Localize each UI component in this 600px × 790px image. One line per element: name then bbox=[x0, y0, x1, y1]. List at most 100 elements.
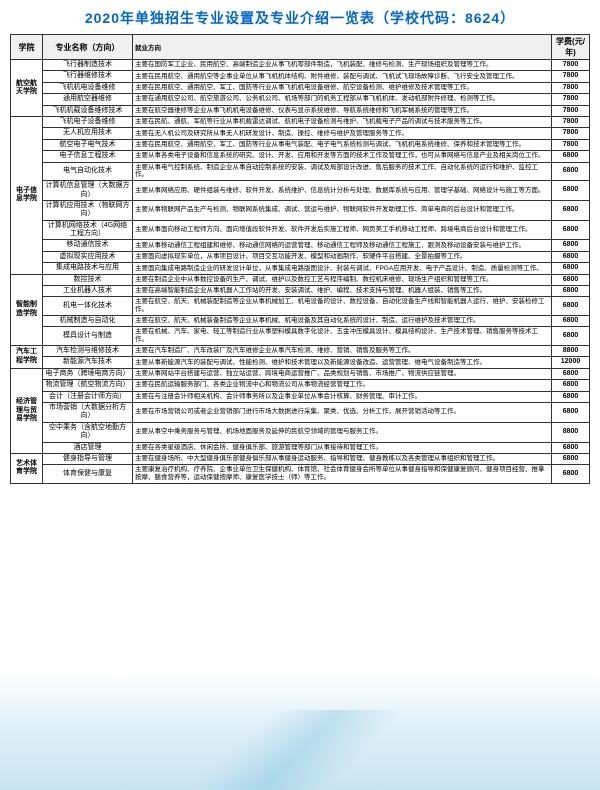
desc-cell: 主要面向虚拟现实单位，从事项目设计、项目交互功能开发、模型和动画制作、软硬件平台… bbox=[133, 251, 552, 262]
header-desc: 就业方向 bbox=[133, 35, 552, 60]
fee-cell: 12000 bbox=[552, 357, 590, 368]
table-row: 计算机应用技术（物联网方向）主要从事物联网产品生产与检测、物联网系统集成、调试、… bbox=[11, 200, 590, 220]
desc-cell: 主要从事新能源汽车的装配与调试、性能检测、维护和技术管理以及新能源设备改造、运营… bbox=[133, 357, 552, 368]
major-cell: 移动通信技术 bbox=[43, 240, 133, 251]
fee-cell: 6800 bbox=[552, 274, 590, 285]
major-cell: 航空电子电气技术 bbox=[43, 139, 133, 150]
table-row: 移动通信技术主要从事移动通信工程组建和维修、移动通信网络的运营管理、移动通信工程… bbox=[11, 240, 590, 251]
table-row: 集成电路技术与应用主要面向集成电路制造企业的研发设计单位，从事集成电路版图设计、… bbox=[11, 263, 590, 274]
major-cell: 汽车检测与维修技术 bbox=[43, 345, 133, 356]
table-row: 艺术体育学院健身指导与管理主要在健身场所、中大型健身俱乐部健身俱乐部从事健身运动… bbox=[11, 453, 590, 464]
desc-cell: 主要从事空中乘务服务与管理、机场地面服务及延伸的民航空领域的管理与服务工作。 bbox=[133, 422, 552, 442]
fee-cell: 7800 bbox=[552, 105, 590, 116]
table-row: 物流管理（航空物流方向）主要在民航运输服务部门、各类企业物流中心和物流公司从事物… bbox=[11, 380, 590, 391]
table-row: 酒店管理主要在各类星级酒店、休闲会所、健身俱乐部、旅游管理等部门从事接待和管理工… bbox=[11, 442, 590, 453]
table-row: 无人机应用技术主要在无人机公司及研究所从事无人机研发设计、制造、操控、维修与维护… bbox=[11, 128, 590, 139]
desc-cell: 主要在航空器维修等企业从事飞机机电设备维修、仪表与显示系统维修、导航系统维修和飞… bbox=[133, 105, 552, 116]
major-cell: 体育保健与康复 bbox=[43, 465, 133, 484]
desc-cell: 主要从事物联网产品生产与检测、物联网系统集成、调试、营运与维护、物联网软件开发助… bbox=[133, 200, 552, 220]
table-row: 飞行器维修技术主要在民用航空、通用航空等企事业单位从事飞机机体结构、附件维修、装… bbox=[11, 71, 590, 82]
major-cell: 市场营销（大数据分析方向） bbox=[43, 402, 133, 422]
major-cell: 机电一体化技术 bbox=[43, 297, 133, 316]
desc-cell: 主要在民航运输服务部门、各类企业物流中心和物流公司从事物流经营管理工作。 bbox=[133, 380, 552, 391]
table-row: 电气自动化技术主要从事电气控制系统、制造企业从事自动控制系统的安装、调试及局部设… bbox=[11, 162, 590, 181]
fee-cell: 6800 bbox=[552, 286, 590, 297]
fee-cell: 7800 bbox=[552, 82, 590, 93]
header-fee: 学费(元/年) bbox=[552, 35, 590, 60]
desc-cell: 主要在与注册会计师相关机构、会计师事务所以及企事业单位从事会计核算、财务管理、审… bbox=[133, 391, 552, 402]
college-cell: 艺术体育学院 bbox=[11, 453, 43, 483]
table-row: 空中乘务（含航空地勤方向）主要从事空中乘务服务与管理、机场地面服务及延伸的民航空… bbox=[11, 422, 590, 442]
major-cell: 电子信息工程技术 bbox=[43, 151, 133, 162]
fee-cell: 6800 bbox=[552, 251, 590, 262]
fee-cell: 7800 bbox=[552, 139, 590, 150]
desc-cell: 主要在无人机公司及研究所从事无人机研发设计、制造、操控、维修与维护及管理服务等工… bbox=[133, 128, 552, 139]
desc-cell: 主要在民用航空、通用航空等企事业单位从事飞机机体结构、附件维修、装配与调试、飞机… bbox=[133, 71, 552, 82]
table-row: 电子信息工程技术主要从事各类电子设备和信息系统的研究、设计、开发、应用和开发等方… bbox=[11, 151, 590, 162]
table-row: 电子信息学院飞机电子设备维修主要在民航、通航、军航等行业从事机载雷达调试、航机电… bbox=[11, 116, 590, 127]
table-row: 工业机器人技术主要在高端智能制造企业从事机器人工作站的开发、安装调试、维护、编程… bbox=[11, 286, 590, 297]
fee-cell: 6800 bbox=[552, 380, 590, 391]
fee-cell: 6800 bbox=[552, 220, 590, 240]
desc-cell: 主要面向集成电路制造企业的研发设计单位，从事集成电路版图设计、封装与调试、FPG… bbox=[133, 263, 552, 274]
table-row: 飞机机电设备维修主要在民用航空、通用航空、军工、国防等行业从事飞机机电设备维修、… bbox=[11, 82, 590, 93]
major-cell: 数控技术 bbox=[43, 274, 133, 285]
fee-cell: 8800 bbox=[552, 422, 590, 442]
desc-cell: 主要在市场营销公司或者企业营销部门进行市场大数据进行采集、聚类、优选、分析工作，… bbox=[133, 402, 552, 422]
desc-cell: 主要康复治疗机构、疗养院、企事业单位卫生保健机构、体育馆、社会体育健身会所等单位… bbox=[133, 465, 552, 484]
major-cell: 计算机信息管理（大数据方向） bbox=[43, 181, 133, 201]
desc-cell: 主要在高端智能制造企业从事机器人工作站的开发、安装调试、维护、编程、技术支持与管… bbox=[133, 286, 552, 297]
fee-cell: 7800 bbox=[552, 71, 590, 82]
college-cell: 航空航天学院 bbox=[11, 60, 43, 117]
college-cell: 电子信息学院 bbox=[11, 116, 43, 274]
college-cell: 智能制造学院 bbox=[11, 274, 43, 345]
fee-cell: 6800 bbox=[552, 465, 590, 484]
desc-cell: 主要在民用航空、通用航空、军工、国防等行业从事电气装配、电子电气系统检测与调试、… bbox=[133, 139, 552, 150]
fee-cell: 6800 bbox=[552, 200, 590, 220]
desc-cell: 主要在航空、航天、机械装配制造等企业从事机械加工、机电设备的设计、数控设备、自动… bbox=[133, 297, 552, 316]
major-cell: 飞机机电设备维修 bbox=[43, 82, 133, 93]
header-college: 学院 bbox=[11, 35, 43, 60]
desc-cell: 主要在制造企业中从事数控设备的生产、调试、维护以及数控工艺与程序编制、数控机床维… bbox=[133, 274, 552, 285]
fee-cell: 6800 bbox=[552, 181, 590, 201]
table-row: 会计（注册会计师方向）主要在与注册会计师相关机构、会计师事务所以及企事业单位从事… bbox=[11, 391, 590, 402]
major-cell: 电子商务（跨境电商方向） bbox=[43, 368, 133, 379]
major-cell: 虚拟现实应用技术 bbox=[43, 251, 133, 262]
desc-cell: 主要从事网络应用、硬件组装与维修、软件开发、系统维护、信息统计分析与处理、数据库… bbox=[133, 181, 552, 201]
desc-cell: 主要在民航、通航、军航等行业从事机载雷达调试、航机电子设备检测与维护、飞机载电子… bbox=[133, 116, 552, 127]
major-cell: 机械制造与自动化 bbox=[43, 316, 133, 327]
table-row: 航空航天学院飞行器制造技术主要在国防军工企业、民用航空、高端制造企业从事飞机零部… bbox=[11, 60, 590, 71]
major-cell: 新能源汽车技术 bbox=[43, 357, 133, 368]
desc-cell: 主要在健身场所、中大型健身俱乐部健身俱乐部从事健身运动服务、指导和管理、健身教练… bbox=[133, 453, 552, 464]
table-row: 通用航空器维修主要在通用航空公司、航空旅游公司、公务机公司、机场等部门的机务工程… bbox=[11, 94, 590, 105]
major-cell: 健身指导与管理 bbox=[43, 453, 133, 464]
table-row: 飞机机载设备维修技术主要在航空器维修等企业从事飞机机电设备维修、仪表与显示系统维… bbox=[11, 105, 590, 116]
college-cell: 汽车工程学院 bbox=[11, 345, 43, 368]
desc-cell: 主要在国防军工企业、民用航空、高端制造企业从事飞机零部件制造，飞机装配、维修与检… bbox=[133, 60, 552, 71]
table-row: 市场营销（大数据分析方向）主要在市场营销公司或者企业营销部门进行市场大数据进行采… bbox=[11, 402, 590, 422]
major-cell: 通用航空器维修 bbox=[43, 94, 133, 105]
table-row: 计算机信息管理（大数据方向）主要从事网络应用、硬件组装与维修、软件开发、系统维护… bbox=[11, 181, 590, 201]
fee-cell: 6800 bbox=[552, 327, 590, 346]
majors-table: 学院 专业名称（方向） 就业方向 学费(元/年) 航空航天学院飞行器制造技术主要… bbox=[10, 34, 590, 484]
major-cell: 酒店管理 bbox=[43, 442, 133, 453]
desc-cell: 主要在通用航空公司、航空旅游公司、公务机公司、机场等部门的机务工程部从事飞机机体… bbox=[133, 94, 552, 105]
table-row: 体育保健与康复主要康复治疗机构、疗养院、企事业单位卫生保健机构、体育馆、社会体育… bbox=[11, 465, 590, 484]
fee-cell: 6800 bbox=[552, 151, 590, 162]
desc-cell: 主要在航空、航天、机械装备制造等企业从事机械、机电设备及其自动化系统的设计、制造… bbox=[133, 316, 552, 327]
table-row: 汽车工程学院汽车检测与维修技术主要在汽车制造厂、汽车改装厂及汽车维修企业从事汽车… bbox=[11, 345, 590, 356]
fee-cell: 6800 bbox=[552, 442, 590, 453]
fee-cell: 6800 bbox=[552, 162, 590, 181]
fee-cell: 7800 bbox=[552, 128, 590, 139]
table-row: 计算机网络技术（4G网络工程方向）主要从事面向移动工程师方向、面向增值段软件开发… bbox=[11, 220, 590, 240]
fee-cell: 6800 bbox=[552, 263, 590, 274]
fee-cell: 7800 bbox=[552, 94, 590, 105]
fee-cell: 6800 bbox=[552, 240, 590, 251]
major-cell: 飞行器制造技术 bbox=[43, 60, 133, 71]
desc-cell: 主要从事各类电子设备和信息系统的研究、设计、开发、应用和开发等方面的技术工作及管… bbox=[133, 151, 552, 162]
fee-cell: 6800 bbox=[552, 391, 590, 402]
fee-cell: 6800 bbox=[552, 368, 590, 379]
table-row: 经济管理与贸易学院电子商务（跨境电商方向）主要从事网站平台搭建与运营、独立站运营… bbox=[11, 368, 590, 379]
desc-cell: 主要在民用航空、通用航空、军工、国防等行业从事飞机机电设备维修、航空设备检测、维… bbox=[133, 82, 552, 93]
desc-cell: 主要在汽车制造厂、汽车改装厂及汽车维修企业从事汽车检测、维修、营销、销售及服务等… bbox=[133, 345, 552, 356]
